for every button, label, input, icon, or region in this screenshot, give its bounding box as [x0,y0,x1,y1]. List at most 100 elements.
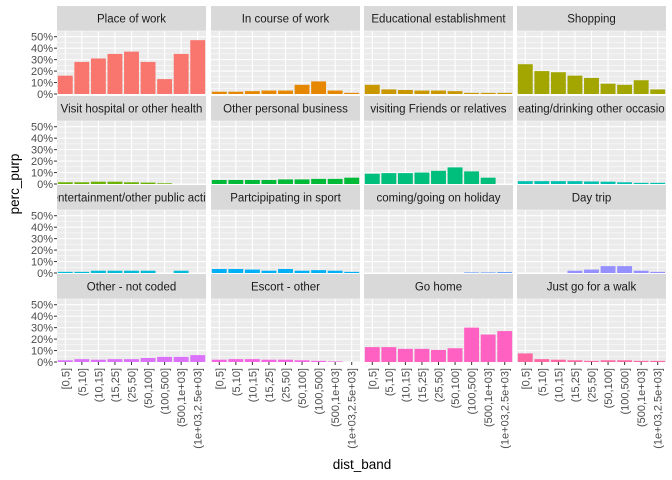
y-tick-label: 10% [31,167,53,179]
y-tick-label: 10% [31,345,53,357]
facet-strip-label: Educational establishment [371,14,506,26]
x-axis-col-2: [0,5] (5,10] (10,15] (15,25] (25,50] (50,100]… [367,362,512,449]
y-tick-label: 10% [31,77,53,89]
bar-escort-other-5 [294,360,310,362]
x-tick-label: (10,15] [553,368,565,402]
bar-other-not-coded-7 [173,356,189,362]
facet-other-personal-business: Other personal business [211,96,360,184]
x-tick-label: (500,1e+03] [176,368,188,427]
bar-shopping-2 [550,72,566,94]
x-tick-label: (1e+03,2.5e+03] [500,368,512,449]
bar-educational-establishment-0 [364,84,380,94]
x-tick-label: (500,1e+03] [636,368,648,427]
bar-eating-drinking-other-occasio-3 [567,181,583,184]
x-axis-col-1: [0,5] (5,10] (10,15] (15,25] (25,50] (50,100]… [214,362,359,449]
x-axis-col-0: [0,5] (5,10] (10,15] (15,25] (25,50] (50,100]… [60,362,205,449]
facet-visit-hospital-or-other-health: Visit hospital or other health [57,96,206,184]
bar-other-personal-business-7 [327,178,343,184]
bar-visit-hospital-or-other-health-2 [90,181,106,184]
bar-escort-other-6 [311,360,327,362]
facet-other-not-coded: Other - not coded [57,274,206,362]
x-tick-label: (10,15] [400,368,412,402]
y-tick-label: 0% [37,89,53,101]
facet-coming-going-on-holiday: coming/going on holiday [364,185,513,273]
bar-visiting-friends-or-relatives-4 [431,170,446,184]
bar-in-course-of-work-3 [261,90,277,94]
bar-coming-going-on-holiday-7 [480,272,496,273]
bar-just-go-for-a-walk-2 [550,359,566,362]
y-tick-label: 50% [31,300,53,312]
bar-day-trip-7 [633,270,649,273]
facet-place-of-work: Place of work [57,6,206,94]
facet-strip [57,274,206,299]
y-axis-row-3: 0%10%20%30%40%50% [31,300,57,369]
bar-escort-other-2 [244,359,260,362]
bar-just-go-for-a-walk-0 [517,353,533,362]
bar-visiting-friends-or-relatives-0 [364,173,380,184]
bar-place-of-work-6 [157,79,173,94]
bar-educational-establishment-8 [497,92,513,94]
bar-visit-hospital-or-other-health-6 [157,183,173,184]
facet-strip [211,96,360,121]
y-tick-label: 20% [31,156,53,168]
y-axis-row-1: 0%10%20%30%40%50% [31,122,57,191]
bar-eating-drinking-other-occasio-7 [633,182,649,184]
y-tick-label: 30% [31,233,53,245]
y-tick-label: 0% [37,268,53,280]
facet-panels: Place of work In course of work Educationa… [57,6,666,362]
facet-strip-label: Day trip [572,193,612,205]
y-axis-title: perc_purp [7,154,22,215]
bar-escort-other-0 [211,359,227,362]
y-axes: 0%10%20%30%40%50%0%10%20%30%40%50%0%10%2… [31,32,57,369]
bar-coming-going-on-holiday-8 [497,272,513,273]
facet-strip-label: Visit hospital or other health [61,104,203,116]
y-tick-label: 20% [31,66,53,78]
x-tick-label: (100,500] [620,368,632,414]
x-tick-label: (50,100] [143,368,155,408]
facet-strip-label: Other personal business [223,104,348,116]
bar-shopping-6 [617,84,633,94]
bar-escort-other-4 [278,359,293,362]
bar-other-personal-business-5 [294,179,310,184]
facet-strip-label: Just go for a walk [547,282,637,294]
x-tick-label: (15,25] [570,368,582,402]
facet-strip [211,274,360,299]
bar-other-not-coded-8 [190,355,206,362]
facet-strip [211,185,360,210]
bar-go-home-6 [464,327,480,362]
bar-just-go-for-a-walk-7 [633,360,649,362]
bar-eating-drinking-other-occasio-6 [617,182,633,184]
x-tick-label: (5,10] [537,368,549,396]
facet-strip [57,185,206,210]
x-tick-label: (5,10] [384,368,396,396]
facet-strip [364,96,513,121]
x-axis-col-3: [0,5] (5,10] (10,15] (15,25] (25,50] (50,100]… [520,362,665,449]
bar-educational-establishment-3 [414,90,430,94]
x-tick-label: (50,100] [450,368,462,408]
bar-day-trip-4 [584,269,599,273]
bar-place-of-work-2 [90,58,106,94]
facet-escort-other: Escort - other [211,274,360,362]
bar-partcipipating-in-sport-5 [294,270,310,273]
x-tick-label: (25,50] [127,368,139,402]
facet-day-trip: Day trip [517,185,666,273]
bar-other-not-coded-0 [57,360,73,362]
facet-strip [517,6,666,31]
bar-go-home-2 [397,348,413,362]
y-tick-label: 40% [31,222,53,234]
bar-partcipipating-in-sport-7 [327,270,343,273]
y-tick-label: 0% [37,357,53,369]
x-axis-title: dist_band [333,457,392,472]
facet-just-go-for-a-walk: Just go for a walk [517,274,666,362]
facet-strip [517,96,666,121]
bar-visiting-friends-or-relatives-1 [381,173,397,184]
bar-other-personal-business-4 [278,179,293,184]
bar-eating-drinking-other-occasio-5 [600,181,616,184]
bar-educational-establishment-4 [431,90,446,94]
bar-eating-drinking-other-occasio-8 [650,182,666,184]
bar-other-not-coded-4 [124,359,139,362]
bar-entertainment-other-public-activ-1 [74,271,90,273]
y-tick-label: 0% [37,179,53,191]
facet-strip [517,185,666,210]
y-tick-label: 30% [31,322,53,334]
